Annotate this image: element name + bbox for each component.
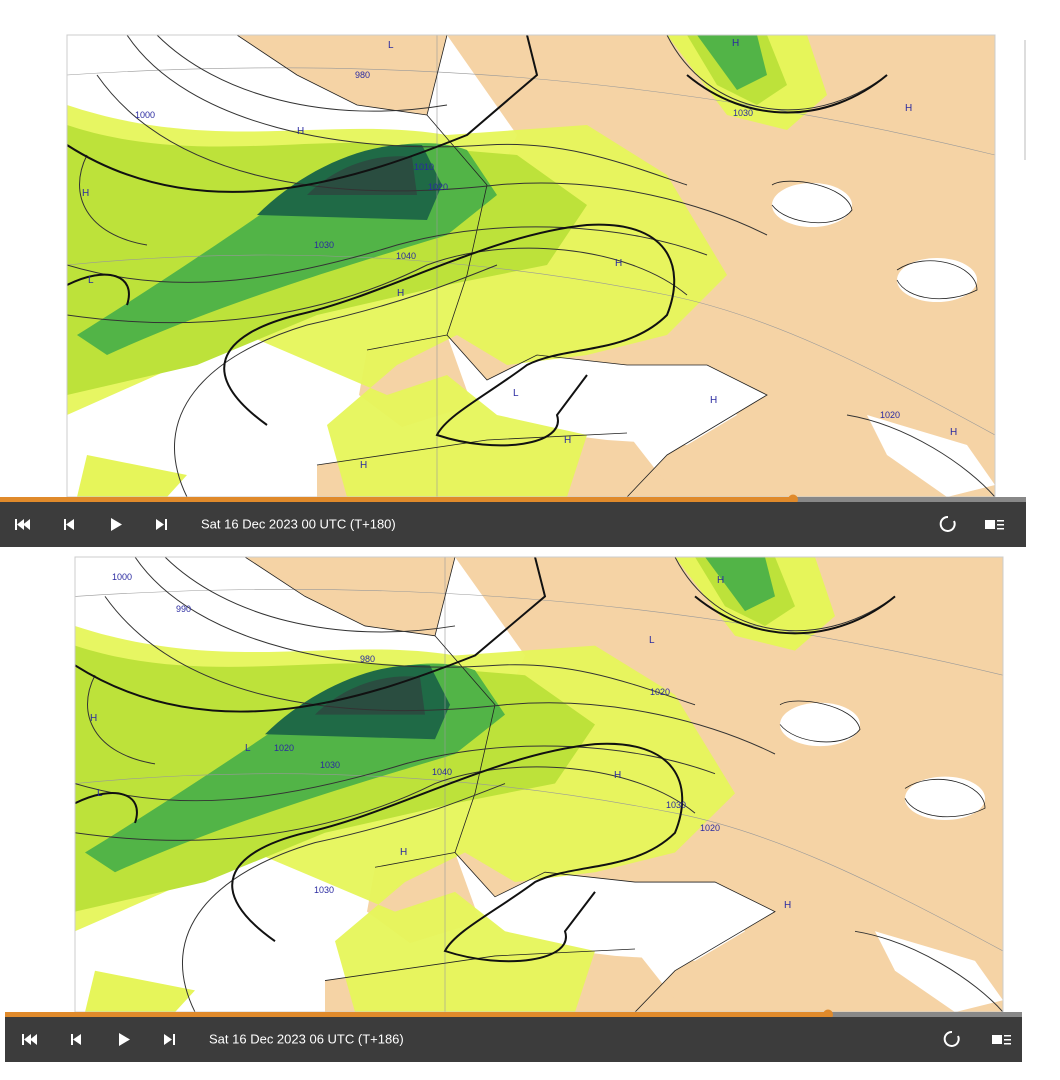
high-label: H [710, 395, 717, 406]
controls: Sat 16 Dec 2023 06 UTC (T+186) [22, 1030, 1011, 1047]
next-button[interactable] [164, 1034, 175, 1045]
isobar-label: 1030 [314, 240, 334, 250]
timestamp: Sat 16 Dec 2023 06 UTC (T+186) [209, 1031, 404, 1046]
loop-button[interactable] [939, 515, 956, 532]
high-label: H [615, 258, 622, 269]
high-label: H [397, 288, 404, 299]
high-label: H [360, 460, 367, 471]
player-bar [0, 502, 1026, 547]
isobar-label: 1030 [733, 108, 753, 118]
low-label: L [245, 743, 251, 754]
isobar-label: 1000 [112, 572, 132, 582]
high-label: H [614, 770, 621, 781]
isobar-label: 1020 [650, 687, 670, 697]
controls: Sat 16 Dec 2023 00 UTC (T+180) [15, 515, 1004, 532]
map-panel [74, 556, 1004, 1013]
isobar-label: 1010 [414, 162, 434, 172]
isobar-label: 1030 [320, 760, 340, 770]
map-labels: 980 1000 1010 1020 1030 1040 1030 1020 H… [82, 38, 957, 471]
high-label: H [400, 847, 407, 858]
high-label: H [82, 188, 89, 199]
isobar-label: 1020 [700, 823, 720, 833]
isobar-label: 980 [355, 70, 370, 80]
isobar-label: 1020 [428, 182, 448, 192]
play-button[interactable] [119, 1033, 130, 1046]
low-label: L [388, 40, 394, 51]
low-label: L [513, 388, 519, 399]
isobar-label: 980 [360, 654, 375, 664]
map [75, 557, 1003, 1013]
isobar-label: 1040 [432, 767, 452, 777]
map [67, 35, 995, 497]
low-label: L [88, 275, 94, 286]
prev-button[interactable] [64, 519, 74, 530]
isobar-label: 1000 [135, 110, 155, 120]
first-button[interactable] [22, 1034, 37, 1045]
progress-fill [5, 1012, 828, 1017]
high-label: H [90, 713, 97, 724]
menu-button[interactable] [985, 520, 1004, 530]
high-label: H [950, 427, 957, 438]
player-bar [5, 1017, 1022, 1062]
map-panel [66, 34, 996, 498]
loop-button[interactable] [943, 1030, 960, 1047]
first-button[interactable] [15, 519, 30, 530]
isobar-label: 1030 [314, 885, 334, 895]
isobar-label: 1020 [274, 743, 294, 753]
scrollbar [1024, 40, 1026, 160]
high-label: H [905, 103, 912, 114]
high-label: H [717, 575, 724, 586]
isobar-label: 1030 [666, 800, 686, 810]
progress-fill [0, 497, 793, 502]
menu-button[interactable] [992, 1035, 1011, 1045]
high-label: H [297, 126, 304, 137]
high-label: H [564, 435, 571, 446]
high-label: H [732, 38, 739, 49]
prev-button[interactable] [71, 1034, 81, 1045]
isobar-label: 990 [176, 604, 191, 614]
map-labels: 1000 990 980 1020 1030 1040 1020 1030 10… [90, 572, 791, 911]
timestamp: Sat 16 Dec 2023 00 UTC (T+180) [201, 516, 396, 531]
next-button[interactable] [156, 519, 167, 530]
play-button[interactable] [111, 518, 122, 531]
low-label: L [649, 635, 655, 646]
isobar-label: 1020 [880, 410, 900, 420]
isobar-label: 1040 [396, 251, 416, 261]
high-label: H [784, 900, 791, 911]
low-label: L [97, 788, 103, 799]
